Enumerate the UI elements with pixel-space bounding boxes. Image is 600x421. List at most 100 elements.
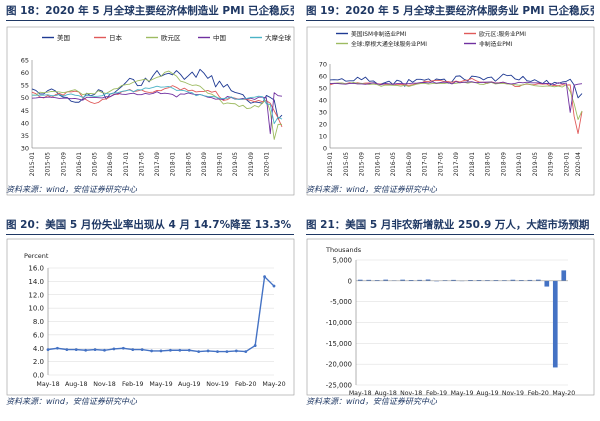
chart-title: 图 20：美国 5 月份失业率出现从 4 月 14.7%降至 13.3% <box>6 216 294 235</box>
x-tick-label: Aug-18 <box>65 381 88 388</box>
y-tick-label: 55 <box>21 82 29 90</box>
data-point <box>197 350 201 353</box>
x-tick-label: 2020-04 <box>576 152 582 177</box>
source-note: 资料来源：wind，安信证券研究中心 <box>306 185 437 194</box>
x-tick-label: 2015-09 <box>360 152 366 177</box>
bar <box>535 279 541 281</box>
data-point <box>56 346 59 350</box>
data-point <box>216 350 219 353</box>
panel-fig21: 图 21：美国 5 月非农新增就业 250.9 万人，大超市场预期 Thousa… <box>306 216 596 419</box>
y-tick-label: 20 <box>319 121 327 129</box>
x-tick-label: 2016-05 <box>391 152 397 177</box>
bar <box>561 270 567 281</box>
data-point <box>65 348 69 351</box>
x-tick-label: 2015-05 <box>344 152 350 177</box>
x-tick-label: Aug-19 <box>178 381 201 388</box>
data-point <box>103 348 106 352</box>
bar <box>493 280 499 281</box>
legend-label: 中国 <box>213 33 226 42</box>
bar <box>552 280 558 368</box>
x-tick-label: Nov-18 <box>93 381 115 388</box>
data-point <box>112 347 116 351</box>
x-tick-label: Feb-19 <box>426 390 447 397</box>
legend-label: 非制造业PMI <box>479 40 513 48</box>
data-point <box>84 348 88 352</box>
series-line <box>32 70 282 140</box>
data-point <box>150 349 153 353</box>
x-tick-label: 2017-05 <box>139 152 145 177</box>
bar <box>502 280 507 281</box>
bar <box>366 279 372 281</box>
y-tick-label: 50 <box>21 94 29 102</box>
data-point <box>159 349 163 353</box>
legend-label: 日本 <box>109 33 123 42</box>
y-tick-label: 60 <box>319 73 327 81</box>
data-point <box>131 348 135 351</box>
x-tick-label: 2015-01 <box>328 152 334 177</box>
y-tick-label: 10.0 <box>28 305 44 313</box>
x-tick-label: 2018-05 <box>186 152 192 177</box>
data-point <box>244 350 248 353</box>
legend-label: 全球:摩根大通全球服务业PMI <box>351 40 427 48</box>
bar <box>408 280 414 281</box>
x-tick-label: 2020-01 <box>564 152 570 177</box>
bar <box>451 279 456 281</box>
y-tick-label: 35 <box>21 132 29 140</box>
legend-label: 大摩全球 <box>265 33 292 42</box>
bar <box>357 279 363 281</box>
x-tick-label: 2020-01 <box>264 152 270 177</box>
y-tick-label: 70 <box>319 61 327 69</box>
bar <box>527 279 533 281</box>
y-tick-label: 2.0 <box>33 358 44 366</box>
x-tick-label: 2019-09 <box>549 152 555 177</box>
y-tick-label: 40 <box>21 119 29 127</box>
bar <box>425 279 431 281</box>
data-point <box>46 348 50 351</box>
y-tick-label: 30 <box>21 145 29 153</box>
series-line <box>329 73 583 99</box>
y-tick-label: 40 <box>319 97 327 105</box>
y-tick-label: -20,000 <box>326 361 352 369</box>
x-tick-label: Feb-20 <box>528 390 549 397</box>
y-tick-label: 0.0 <box>33 372 44 380</box>
x-tick-label: Nov-18 <box>400 390 422 397</box>
x-tick-label: 2015-01 <box>30 152 36 177</box>
y-tick-label: 0 <box>348 277 352 285</box>
data-point <box>206 349 210 353</box>
y-tick-label: -5,000 <box>330 298 352 306</box>
chart-fig20: Percent 0.0 2.0 4.0 6.0 8.0 10.0 12.0 14.0 16.0 Ma… <box>6 238 295 396</box>
x-tick-label: 2017-09 <box>454 152 460 177</box>
x-tick-label: 2017-01 <box>423 152 429 177</box>
data-point <box>178 348 182 352</box>
data-point <box>121 346 125 350</box>
x-tick-label: 2016-05 <box>93 152 99 177</box>
x-tick-label: 2017-01 <box>124 152 130 177</box>
y-tick-label: -15,000 <box>326 340 352 348</box>
x-tick-label: Feb-19 <box>122 381 143 388</box>
y-tick-label: 0 <box>323 145 327 153</box>
data-point <box>272 284 276 288</box>
legend-label: 欧元区:服务业PMI <box>479 30 526 38</box>
x-tick-label: May-18 <box>349 390 372 397</box>
x-tick-label: 2015-09 <box>61 152 67 177</box>
series-line <box>32 85 283 125</box>
x-tick-label: May-20 <box>552 390 575 397</box>
x-tick-label: 2016-09 <box>407 152 413 177</box>
bar <box>468 280 473 281</box>
bar <box>442 280 448 281</box>
y-tick-label: 50 <box>319 85 327 93</box>
x-tick-label: 2016-01 <box>77 152 83 177</box>
x-tick-label: 2019-09 <box>249 152 255 177</box>
x-tick-label: May-18 <box>36 381 59 388</box>
bar <box>476 280 482 281</box>
source-note: 资料来源：wind，安信证券研究中心 <box>306 397 437 406</box>
y-axis-label: Percent <box>24 252 49 260</box>
bar <box>510 279 516 281</box>
x-tick-label: 2018-09 <box>202 152 208 177</box>
y-tick-label: 16.0 <box>28 265 44 273</box>
chart-frame <box>6 238 295 396</box>
chart-fig21: Thousands -25,000 -20,000 -15,000 -10,000 -5,… <box>306 238 595 397</box>
x-tick-label: 2015-05 <box>46 152 52 177</box>
legend-label: 美国 <box>57 33 70 42</box>
x-tick-label: Aug-18 <box>375 390 397 397</box>
